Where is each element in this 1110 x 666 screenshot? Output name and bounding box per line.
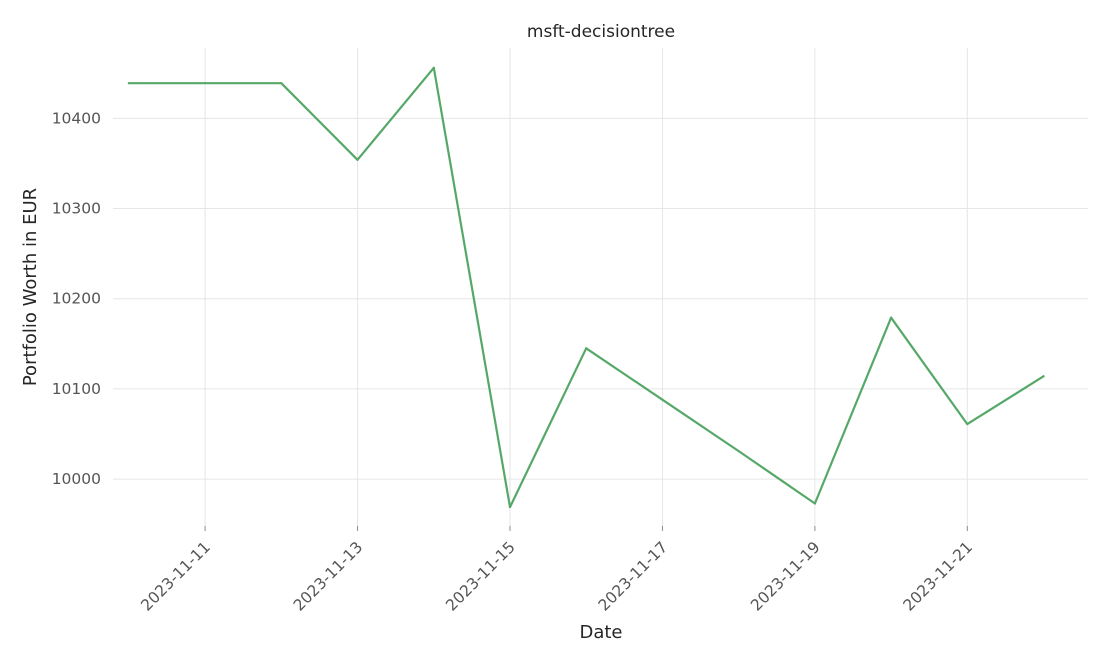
data-point — [737, 450, 740, 453]
data-point — [966, 422, 969, 426]
x-tick-label: 2023-11-11 — [137, 538, 213, 614]
y-axis-ticks: 10000 10100 10200 10300 10400 — [52, 109, 101, 488]
data-point — [280, 82, 283, 85]
y-tick-label: 10000 — [52, 470, 101, 488]
data-point — [432, 66, 435, 69]
data-point — [813, 502, 816, 505]
x-tick-label: 2023-11-19 — [747, 538, 823, 614]
x-axis-ticks: 2023-11-11 2023-11-13 2023-11-15 2023-11-17… — [137, 526, 976, 615]
x-axis-label: Date — [579, 622, 622, 643]
data-point — [889, 316, 893, 319]
x-tick-label: 2023-11-15 — [442, 538, 518, 614]
data-point — [1042, 375, 1045, 378]
data-point — [661, 398, 664, 401]
chart-title: msft-decisiontree — [527, 22, 675, 42]
data-point — [508, 505, 512, 509]
data-point — [585, 347, 588, 350]
x-tick-label: 2023-11-21 — [900, 538, 976, 614]
series-line — [127, 66, 1045, 509]
x-tick-label: 2023-11-17 — [595, 538, 671, 614]
y-tick-label: 10300 — [52, 200, 101, 218]
y-axis-label: Portfolio Worth in EUR — [20, 188, 41, 386]
y-tick-label: 10100 — [52, 380, 101, 398]
x-gridlines — [204, 48, 968, 526]
x-tick-label: 2023-11-13 — [290, 538, 366, 614]
data-point — [127, 82, 130, 85]
data-point — [356, 158, 359, 161]
y-gridlines — [113, 117, 1088, 480]
series-layer — [127, 66, 1045, 509]
y-tick-label: 10200 — [52, 290, 101, 308]
y-tick-label: 10400 — [52, 109, 101, 127]
data-point — [204, 82, 207, 85]
